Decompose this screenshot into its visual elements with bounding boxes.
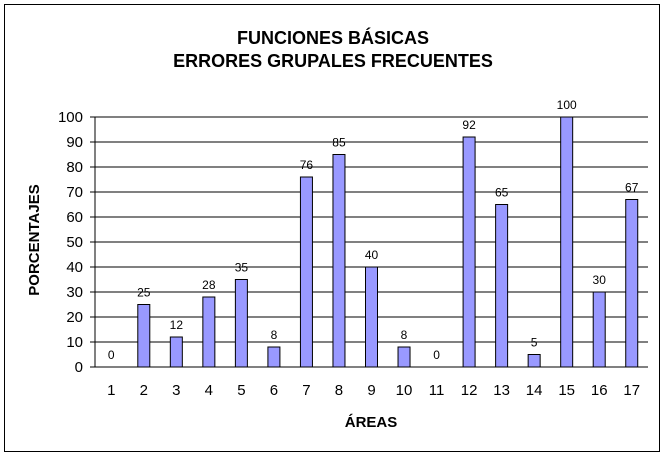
x-tick-label: 9	[367, 382, 375, 399]
bars	[137, 116, 639, 368]
x-tick-label: 17	[623, 382, 640, 399]
data-label: 12	[170, 318, 184, 332]
data-label: 35	[235, 261, 249, 275]
bar	[332, 154, 346, 368]
y-tick-label: 50	[66, 234, 83, 251]
bar	[592, 291, 606, 368]
y-tick-label: 100	[58, 109, 83, 126]
y-tick-label: 70	[66, 184, 83, 201]
x-tick-label: 15	[558, 382, 575, 399]
x-tick-label: 7	[302, 382, 310, 399]
x-tick-label: 14	[526, 382, 543, 399]
chart-title-line-2: ERRORES GRUPALES FRECUENTES	[173, 51, 493, 71]
x-tick-label: 4	[205, 382, 213, 399]
data-label: 100	[557, 98, 577, 112]
data-label: 5	[531, 336, 538, 350]
x-tick-label: 6	[270, 382, 278, 399]
y-tick-label: 0	[75, 359, 83, 376]
bar	[560, 116, 574, 368]
bar	[169, 336, 183, 368]
y-tick-label: 90	[66, 134, 83, 151]
bar	[495, 204, 509, 368]
data-labels: 0 25 12 28 35 8 76 85 40 8 0 92 65 5 100 30 67	[108, 98, 639, 362]
x-tick-label: 10	[396, 382, 413, 399]
data-label: 8	[401, 328, 408, 342]
y-axis-title: PORCENTAJES	[26, 184, 43, 295]
x-tick-label: 13	[493, 382, 510, 399]
data-label: 76	[300, 158, 314, 172]
x-tick-label: 1	[107, 382, 115, 399]
x-tick-label: 3	[172, 382, 180, 399]
bar	[137, 304, 151, 368]
data-label: 0	[433, 348, 440, 362]
y-tick-label: 10	[66, 334, 83, 351]
x-tick-label: 2	[140, 382, 148, 399]
data-label: 25	[137, 286, 151, 300]
bar	[462, 136, 476, 368]
data-label: 30	[593, 273, 607, 287]
x-axis-title: ÁREAS	[345, 414, 398, 431]
bar	[365, 266, 378, 368]
x-tick-label: 8	[335, 382, 343, 399]
chart-frame	[4, 4, 660, 452]
y-tick-label: 40	[66, 259, 83, 276]
x-tick-label: 5	[237, 382, 245, 399]
x-tick-label: 11	[429, 382, 445, 399]
bar	[267, 346, 281, 368]
bar	[527, 354, 541, 368]
bar	[202, 296, 216, 368]
bar	[299, 176, 313, 368]
data-label: 28	[202, 278, 216, 292]
bar	[234, 279, 248, 368]
axes	[94, 117, 648, 368]
data-label: 8	[271, 328, 278, 342]
y-tick-label: 60	[66, 209, 83, 226]
y-tick-label: 20	[66, 309, 83, 326]
y-tick-label: 30	[66, 284, 83, 301]
bar	[625, 199, 639, 368]
data-label: 92	[462, 118, 476, 132]
x-tick-label: 16	[591, 382, 608, 399]
data-label: 67	[625, 181, 639, 195]
gridlines	[90, 116, 648, 368]
x-tick-labels: 1 2 3 4 5 6 7 8 9 10 11 12 13 14 15 16 17	[107, 382, 640, 399]
data-label: 85	[332, 136, 346, 150]
data-label: 0	[108, 348, 115, 362]
bar	[397, 346, 411, 368]
data-label: 40	[365, 248, 379, 262]
data-label: 65	[495, 186, 509, 200]
y-tick-labels: 0 10 20 30 40 50 60 70 80 90 100	[58, 109, 83, 376]
y-tick-label: 80	[66, 159, 83, 176]
x-tick-label: 12	[461, 382, 478, 399]
chart-title-line-1: FUNCIONES BÁSICAS	[237, 27, 429, 48]
